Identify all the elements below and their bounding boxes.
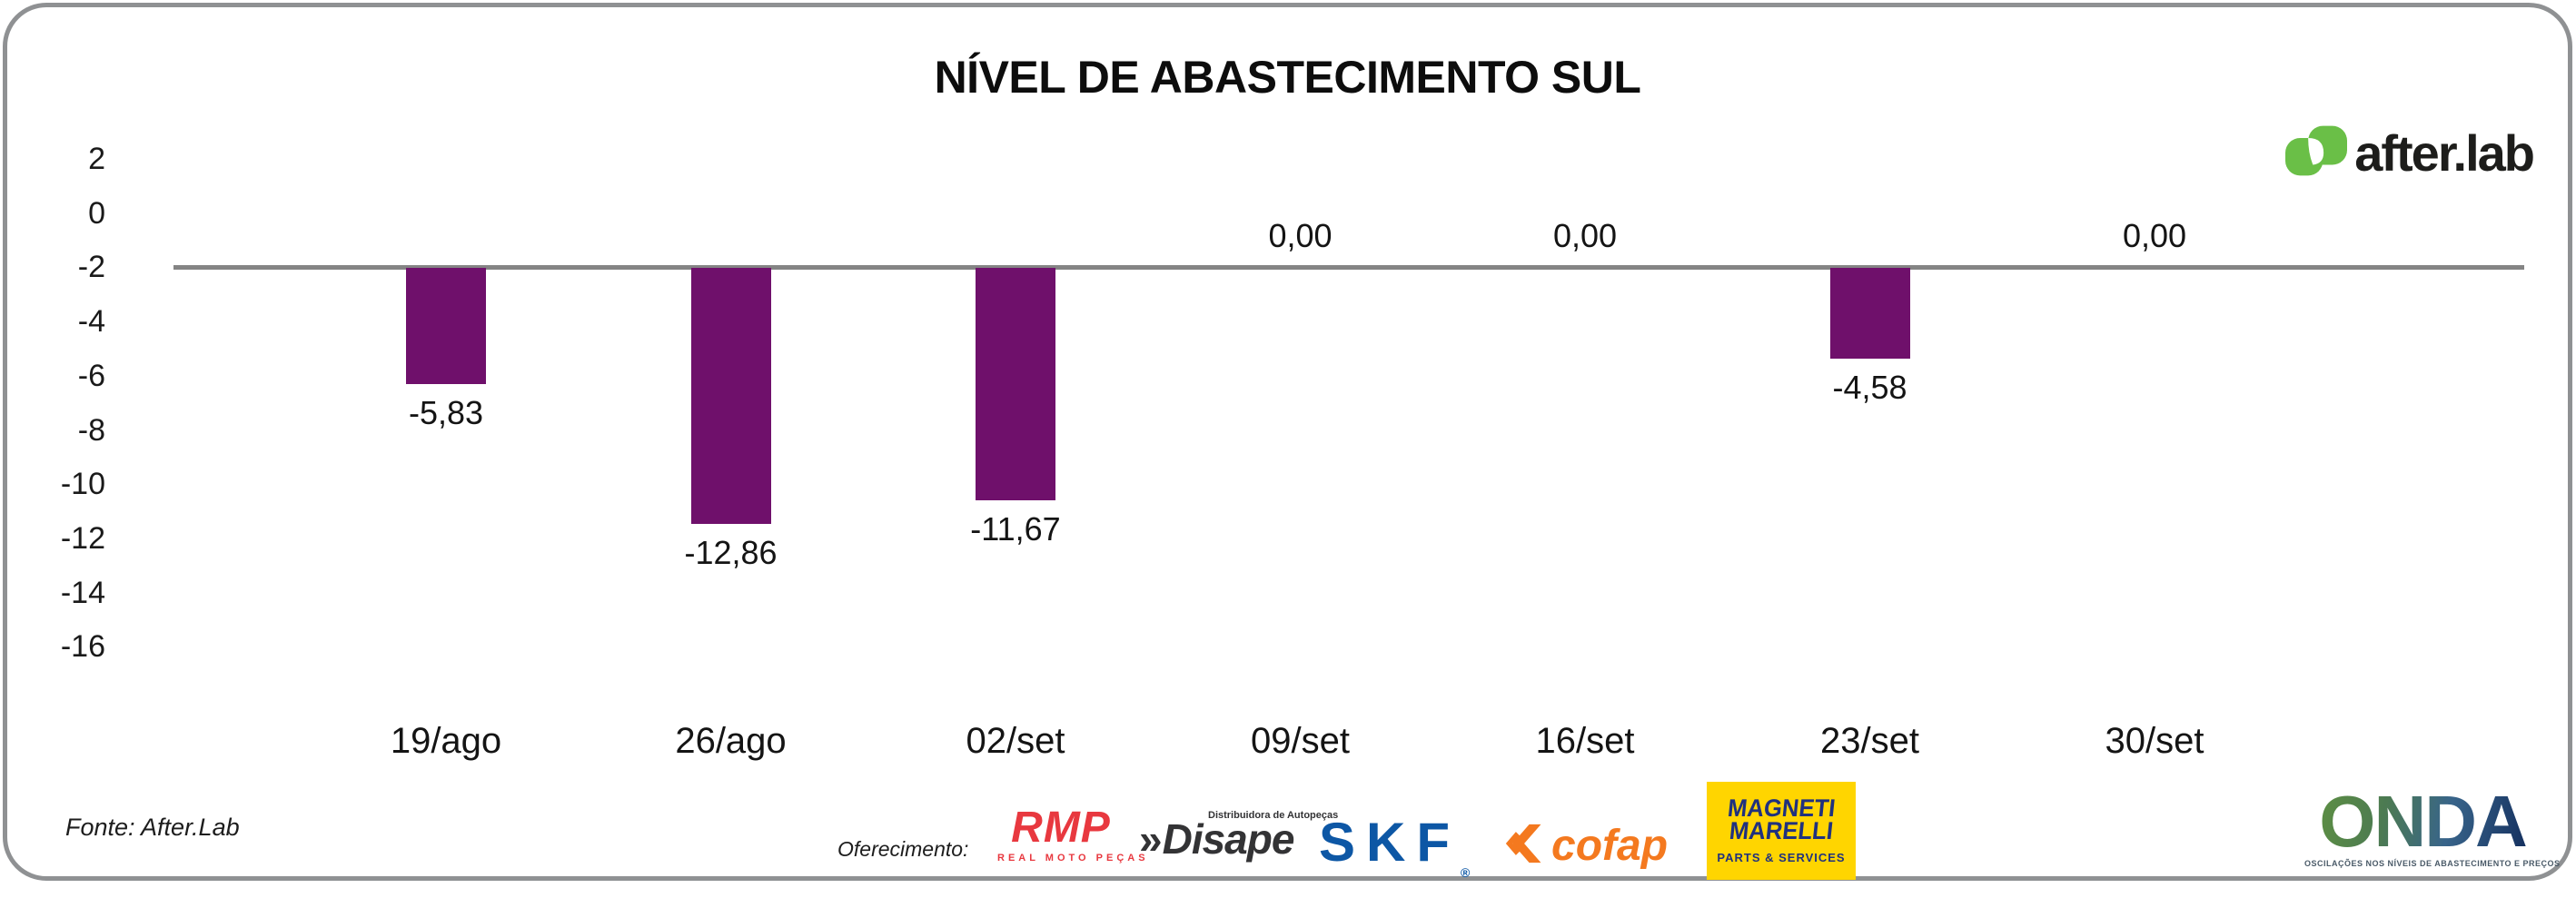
rmp-wordmark: RMP — [1011, 804, 1111, 852]
bar-value-label: -4,58 — [1832, 369, 1907, 406]
cofap-arrow-icon — [1504, 823, 1546, 869]
chart-card: NÍVEL DE ABASTECIMENTO SUL after.lab 2 0 -… — [3, 3, 2572, 881]
bar — [1829, 268, 1910, 359]
source-note: Fonte: After.Lab — [65, 814, 240, 841]
afterlab-logo: after.lab — [2285, 123, 2535, 182]
cofap-wordmark: cofap — [1551, 821, 1669, 870]
rmp-subtext: REAL MOTO PEÇAS — [997, 853, 1149, 863]
rmp-logo: RMP REAL MOTO PEÇAS — [997, 804, 1149, 864]
y-axis-tick-label: -12 — [60, 520, 105, 556]
y-axis-tick-label: -4 — [77, 304, 105, 340]
bar-value-label: -5,83 — [408, 394, 484, 431]
onda-logo: ONDA OSCILAÇÕES NOS NÍVEIS DE ABASTECIME… — [2304, 781, 2561, 869]
y-axis-tick-label: -10 — [60, 467, 105, 502]
skf-registered-icon: ® — [1461, 865, 1471, 880]
marelli-wordmark-line2: MARELLI — [1728, 817, 1835, 844]
x-axis-label: 26/ago — [675, 721, 787, 761]
page-title: NÍVEL DE ABASTECIMENTO SUL — [934, 52, 1641, 103]
x-axis-label: 09/set — [1251, 721, 1350, 761]
y-axis-tick-label: 2 — [88, 142, 105, 176]
y-axis-tick-label: 0 — [88, 195, 105, 231]
bar — [690, 268, 771, 524]
disape-chevrons-icon: » — [1139, 815, 1163, 863]
disape-subtext: Distribuidora de Autopeças — [1208, 810, 1339, 821]
x-axis-label: 23/set — [1820, 721, 1919, 761]
afterlab-leaves-icon — [2285, 125, 2348, 181]
magneti-marelli-logo: MAGNETI MARELLI PARTS & SERVICES — [1707, 782, 1856, 880]
x-axis-baseline — [173, 265, 2524, 270]
disape-wordmark: Disape — [1162, 815, 1295, 863]
x-axis-label: 30/set — [2105, 721, 2204, 761]
bar-value-label: -11,67 — [970, 510, 1061, 548]
y-axis-tick-label: -2 — [77, 250, 105, 285]
bar — [406, 268, 486, 384]
y-axis-tick-label: -14 — [60, 575, 105, 610]
x-axis-label: 02/set — [966, 721, 1065, 761]
bar-value-label: 0,00 — [1552, 217, 1618, 254]
afterlab-wordmark: after.lab — [2354, 123, 2535, 182]
sponsorship-label: Oferecimento: — [837, 837, 969, 861]
bar — [976, 268, 1055, 500]
x-axis-label: 16/set — [1535, 721, 1635, 761]
onda-tagline: OSCILAÇÕES NOS NÍVEIS DE ABASTECIMENTO E… — [2304, 859, 2561, 868]
marelli-subtext: PARTS & SERVICES — [1717, 851, 1846, 864]
onda-wordmark: ONDA — [2319, 781, 2528, 862]
x-axis-label: 19/ago — [390, 721, 502, 761]
bar-value-label: -12,86 — [684, 534, 778, 571]
y-axis-tick-label: -8 — [77, 412, 105, 448]
disape-logo: Distribuidora de Autopeças » Disape — [1139, 808, 1338, 863]
y-axis-tick-label: -16 — [60, 629, 105, 665]
bar-value-label: 0,00 — [1268, 217, 1333, 254]
bar-value-label: 0,00 — [2122, 217, 2187, 254]
skf-wordmark: SKF — [1319, 812, 1461, 873]
skf-logo: SKF® — [1319, 815, 1471, 898]
y-axis-tick-label: -6 — [77, 358, 105, 393]
plot-area: 2 0 -2 -4 -6 -8 -10 -12 -14 -16 -5,83 19/ago -12,86 2… — [7, 7, 2568, 876]
cofap-logo: cofap — [1504, 823, 1668, 869]
